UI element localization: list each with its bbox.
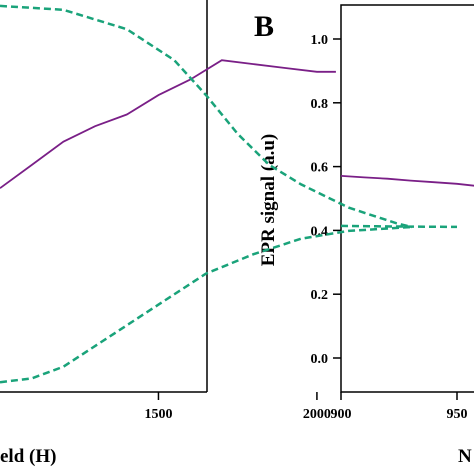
panel-b-series-line-1: [340, 175, 474, 187]
panel-a-x-axis-title: eld (H): [0, 446, 56, 467]
panel-a-series-line-2: [0, 4, 413, 229]
panel-b-y-tick-label: 1.0: [311, 33, 329, 48]
panel-b-y-tick-label: 0.2: [311, 288, 329, 303]
panel-b-y-tick-label: 0.8: [311, 97, 329, 112]
panel-b-y-tick-label: 0.6: [311, 161, 329, 176]
panel-a-series-line-3: [0, 225, 413, 384]
panel-b-x-tick-label: 900: [331, 407, 352, 422]
panel-b-plot-frame: [340, 4, 474, 393]
panel-b-x-axis-title: N: [458, 446, 472, 467]
panel-b-y-tick-label: 0.4: [311, 224, 329, 239]
panel-b-label: B: [254, 10, 274, 43]
panel-b-series-line-2: [340, 224, 458, 229]
panel-a-series-line-1: [0, 59, 336, 189]
panel-b-x-tick-label: 950: [447, 407, 468, 422]
panel-a-x-tick-label: 2000: [303, 407, 331, 422]
panel-a: 1500 2000 eld (H): [0, 0, 336, 467]
panel-b-y-tick-label: 0.0: [311, 352, 329, 367]
panel-a-x-tick-label: 1500: [144, 407, 172, 422]
